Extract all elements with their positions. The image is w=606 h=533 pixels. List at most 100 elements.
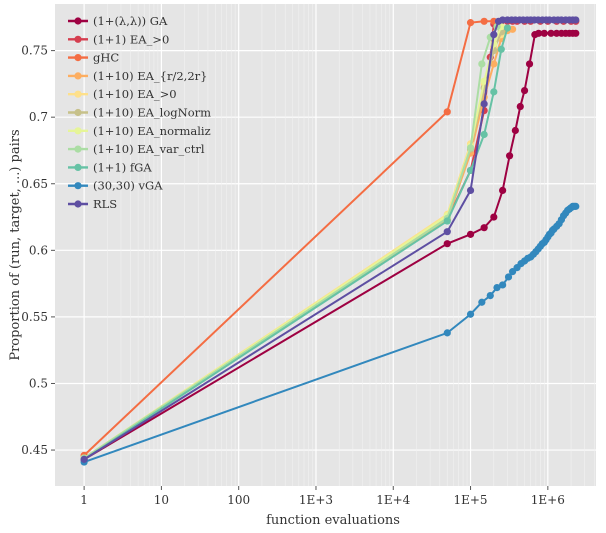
legend-label: (1+(λ,λ)) GA xyxy=(93,14,168,28)
data-point xyxy=(466,144,475,152)
legend-item: (1+10) EA_normaliz xyxy=(68,124,211,138)
legend-label: gHC xyxy=(93,51,119,65)
legend-label: (1+10) EA_>0 xyxy=(93,87,177,101)
legend-swatch-marker xyxy=(74,145,82,153)
legend-label: RLS xyxy=(93,197,117,211)
data-point xyxy=(520,86,529,95)
legend-item: (1+10) EA_logNorm xyxy=(68,106,211,120)
legend-label: (30,30) vGA xyxy=(93,179,163,193)
data-point xyxy=(505,152,514,160)
data-point xyxy=(497,45,505,53)
legend-swatch-marker xyxy=(74,163,82,171)
data-point xyxy=(547,29,555,37)
data-point xyxy=(466,310,475,318)
legend-swatch-marker xyxy=(74,182,82,190)
legend-item: gHC xyxy=(68,51,119,65)
data-point xyxy=(443,240,451,248)
y-axis-title: Proportion of (run, target, ...) pairs xyxy=(8,129,23,360)
data-point xyxy=(480,224,488,232)
data-point xyxy=(525,60,534,68)
data-point xyxy=(466,19,475,27)
grid-lines xyxy=(55,4,596,486)
legend-label: (1+1) fGA xyxy=(93,160,152,174)
data-point xyxy=(499,281,507,289)
data-point xyxy=(504,273,513,281)
legend-swatch-marker xyxy=(74,108,82,117)
data-point xyxy=(466,186,475,195)
legend-swatch-marker xyxy=(74,35,82,43)
legend-label: (1+1) EA_>0 xyxy=(93,32,169,46)
data-point xyxy=(572,29,580,37)
legend-swatch-marker xyxy=(74,54,82,62)
data-point xyxy=(540,29,548,37)
data-point xyxy=(503,24,512,32)
data-point xyxy=(516,102,524,111)
data-point xyxy=(466,230,475,238)
legend-label: (1+10) EA_var_ctrl xyxy=(93,142,205,156)
data-point xyxy=(443,217,451,225)
legend-item: (1+(λ,λ)) GA xyxy=(68,14,168,28)
data-point xyxy=(490,31,498,39)
legend-label: (1+10) EA_normaliz xyxy=(93,124,211,138)
y-tick-label: 0.75 xyxy=(21,44,48,58)
legend: (1+(λ,λ)) GA (1+1) EA_>0 gHC (1+10) EA_{r/2… xyxy=(68,14,211,211)
data-point xyxy=(572,202,580,210)
x-tick-label: 1E+5 xyxy=(453,493,487,507)
x-tick-label: 1E+3 xyxy=(299,493,333,507)
data-point xyxy=(493,284,501,292)
data-point xyxy=(499,186,507,195)
series-0 xyxy=(80,29,580,463)
x-tick-label: 1E+4 xyxy=(376,493,410,507)
data-point xyxy=(480,17,488,25)
legend-swatch-marker xyxy=(74,90,82,98)
data-point xyxy=(490,88,498,96)
x-tick-label: 100 xyxy=(227,493,250,507)
legend-item: (30,30) vGA xyxy=(68,179,163,193)
legend-swatch-marker xyxy=(74,17,82,25)
data-point xyxy=(490,213,498,221)
legend-label: (1+10) EA_{r/2,2r} xyxy=(93,69,207,83)
data-point xyxy=(80,455,88,463)
data-point xyxy=(572,16,580,24)
data-point xyxy=(478,60,486,68)
data-point xyxy=(443,108,451,116)
legend-item: (1+1) EA_>0 xyxy=(68,32,169,46)
y-tick-label: 0.6 xyxy=(29,243,48,257)
legend-item: RLS xyxy=(68,197,117,211)
y-tick-label: 0.55 xyxy=(21,310,48,324)
data-point xyxy=(443,228,451,236)
data-point xyxy=(480,130,488,139)
series-8 xyxy=(80,24,512,463)
x-axis-title: function evaluations xyxy=(266,513,400,528)
x-tick-label: 10 xyxy=(154,493,169,507)
data-point xyxy=(535,29,543,37)
legend-item: (1+10) EA_{r/2,2r} xyxy=(68,69,207,83)
y-tick-label: 0.5 xyxy=(29,376,48,390)
data-point xyxy=(466,166,475,175)
legend-swatch-marker xyxy=(74,200,82,208)
series-lines xyxy=(80,16,580,466)
series-10 xyxy=(80,16,580,463)
axis-ticks: 0.45 0.5 0.55 0.6 0.65 0.7 0.75 1 10 100 1E+3 1E+4 1… xyxy=(21,44,565,507)
y-tick-label: 0.7 xyxy=(29,110,48,124)
legend-item: (1+10) EA_var_ctrl xyxy=(68,142,205,156)
data-point xyxy=(511,126,519,135)
legend-label: (1+10) EA_logNorm xyxy=(93,106,211,120)
data-point xyxy=(486,291,494,300)
x-tick-label: 1 xyxy=(80,493,88,507)
legend-item: (1+10) EA_>0 xyxy=(68,87,177,101)
y-tick-label: 0.65 xyxy=(21,177,48,191)
y-tick-label: 0.45 xyxy=(21,443,48,457)
legend-item: (1+1) fGA xyxy=(68,160,152,174)
x-tick-label: 1E+6 xyxy=(531,493,565,507)
data-point xyxy=(490,60,498,68)
data-point xyxy=(480,100,488,108)
legend-swatch-marker xyxy=(74,127,82,135)
data-point xyxy=(480,77,488,85)
legend-swatch-marker xyxy=(74,72,82,80)
plot-background xyxy=(55,4,596,486)
data-point xyxy=(478,298,486,306)
data-point xyxy=(443,329,451,337)
